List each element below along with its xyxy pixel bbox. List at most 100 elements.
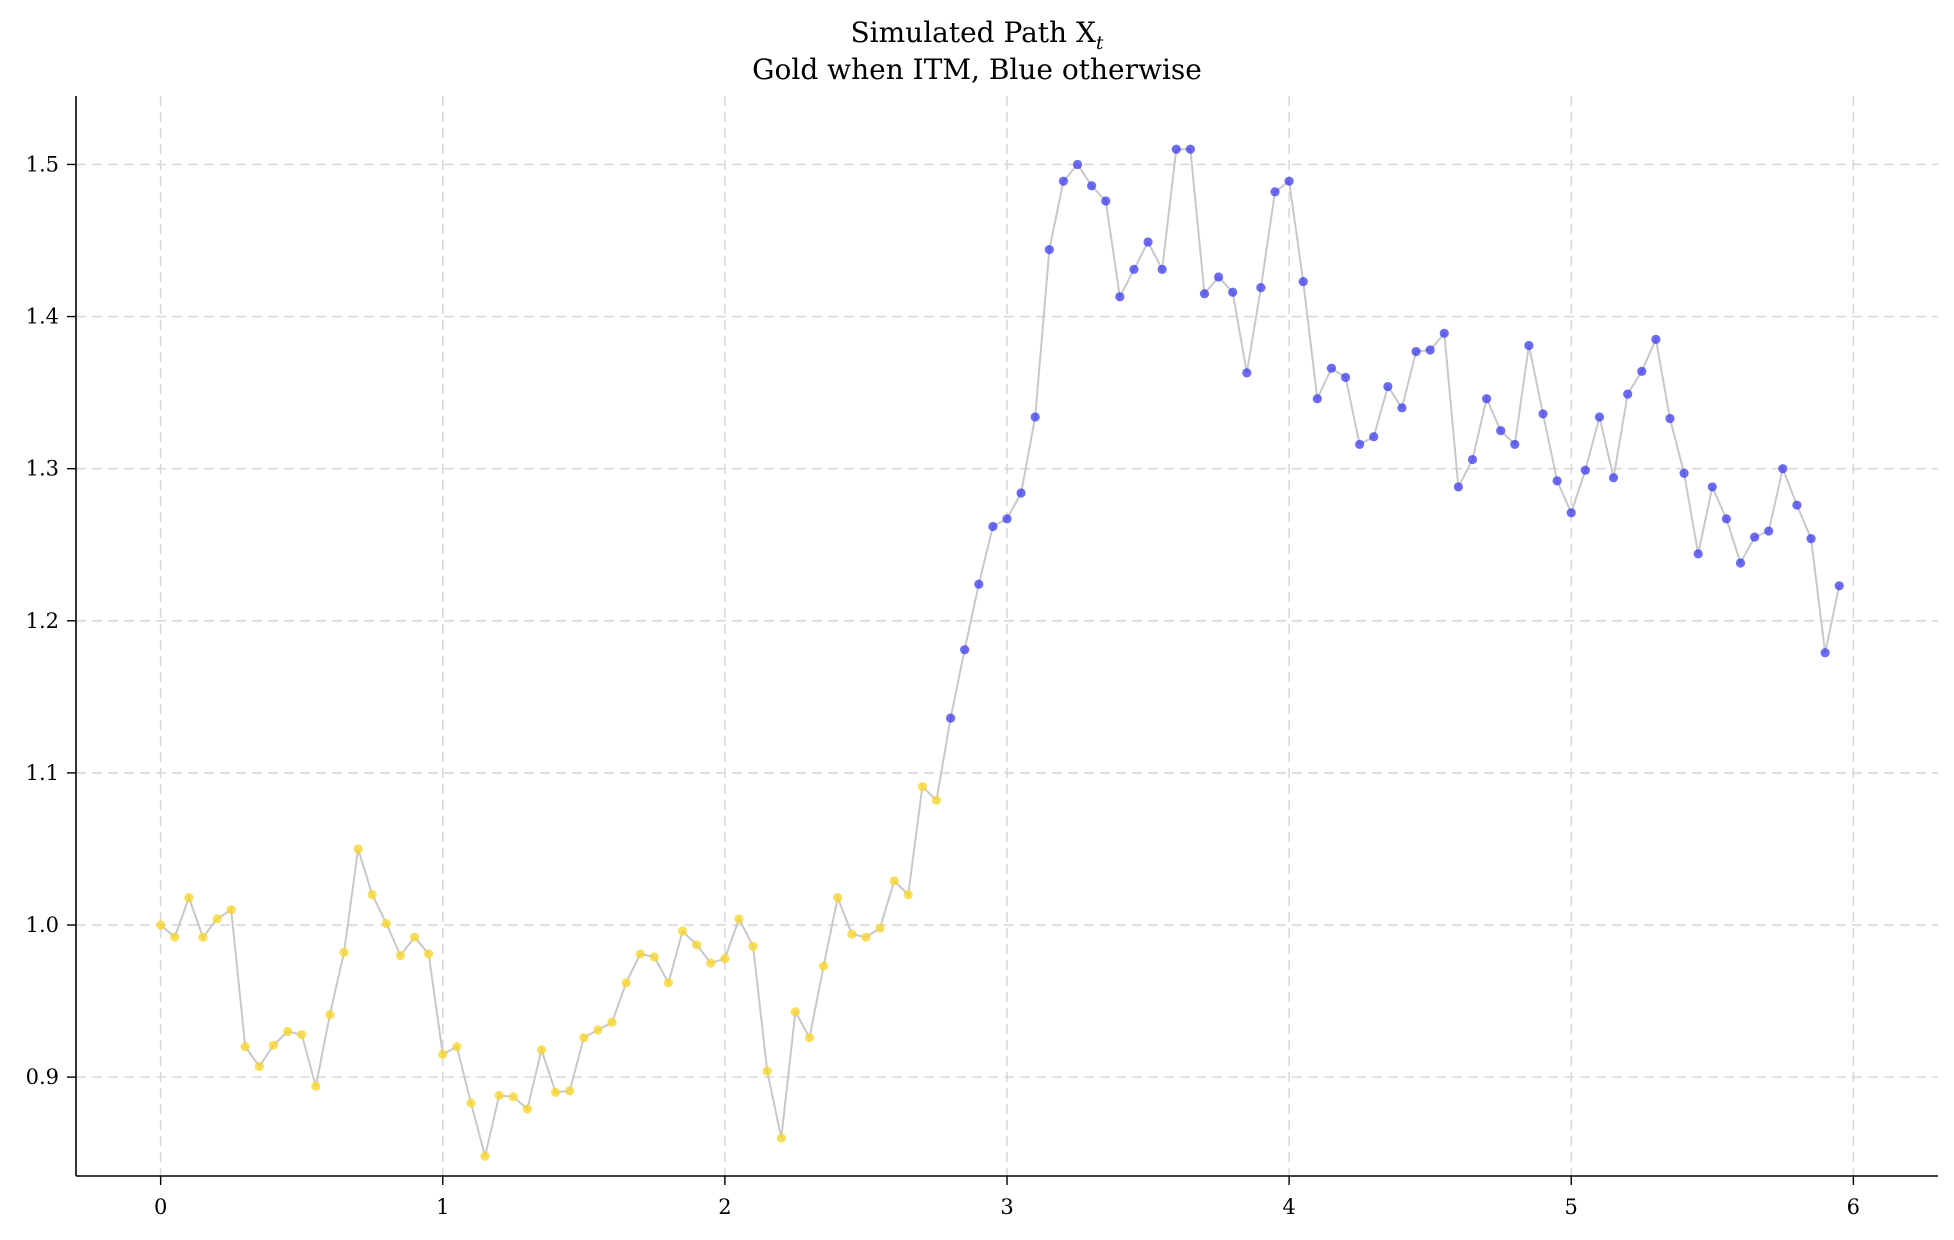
data-point-itm <box>311 1081 321 1091</box>
data-point-otm <box>1030 412 1040 422</box>
data-point-otm <box>1425 345 1435 355</box>
data-point-itm <box>508 1092 518 1102</box>
data-point-itm <box>325 1010 335 1020</box>
data-point-otm <box>1721 514 1732 524</box>
data-point-otm <box>1792 500 1802 510</box>
data-point-otm <box>1510 439 1520 449</box>
data-point-otm <box>1087 181 1097 191</box>
data-point-otm <box>1820 648 1830 658</box>
data-point-itm <box>424 949 434 959</box>
data-point-itm <box>226 905 236 915</box>
data-point-otm <box>974 579 984 589</box>
data-point-itm <box>861 932 871 942</box>
data-point-itm <box>339 947 349 957</box>
axes-layer: 0 1 2 3 4 5 6 0.9 1.0 1.1 1.2 1.3 1.4 1.5 <box>26 96 1938 1219</box>
data-point-otm <box>1002 514 1012 524</box>
data-point-otm <box>1637 366 1647 376</box>
data-point-itm <box>875 923 885 933</box>
data-point-itm <box>889 876 899 886</box>
data-point-otm <box>1439 328 1449 338</box>
data-point-otm <box>1312 394 1322 404</box>
data-point-otm <box>1397 403 1407 413</box>
data-point-otm <box>1171 144 1181 154</box>
data-point-otm <box>1693 549 1703 559</box>
points-layer <box>156 144 1844 1161</box>
data-point-itm <box>184 893 194 903</box>
data-point-otm <box>1538 409 1548 419</box>
data-point-otm <box>1707 482 1717 492</box>
data-point-itm <box>748 941 758 951</box>
y-tick-label: 0.9 <box>26 1065 59 1089</box>
data-point-itm <box>297 1029 307 1040</box>
data-point-itm <box>663 978 674 988</box>
data-point-otm <box>1778 464 1788 474</box>
data-point-otm <box>1256 283 1266 293</box>
x-tick-label: 6 <box>1847 1195 1860 1219</box>
data-point-otm <box>945 713 956 723</box>
data-point-otm <box>1355 439 1365 449</box>
data-point-itm <box>706 958 716 968</box>
data-point-itm <box>579 1032 589 1043</box>
data-point-otm <box>1453 482 1463 492</box>
data-point-otm <box>1383 381 1393 392</box>
data-point-otm <box>988 521 998 532</box>
x-tick-label: 0 <box>154 1195 167 1219</box>
data-point-otm <box>1129 264 1139 275</box>
data-point-otm <box>1199 289 1210 299</box>
data-point-otm <box>1764 526 1774 536</box>
x-tick-label: 1 <box>436 1195 449 1219</box>
data-point-itm <box>438 1049 448 1059</box>
data-point-otm <box>1496 426 1506 436</box>
data-point-itm <box>452 1042 462 1052</box>
data-point-otm <box>1566 508 1576 518</box>
data-point-otm <box>1072 159 1083 170</box>
data-point-itm <box>494 1090 504 1100</box>
data-point-otm <box>1270 187 1280 197</box>
data-point-otm <box>1213 272 1224 282</box>
data-point-otm <box>1228 287 1238 297</box>
line-layer <box>159 148 1841 1157</box>
data-point-itm <box>395 950 406 961</box>
x-tick-label: 5 <box>1565 1195 1578 1219</box>
data-point-otm <box>1806 534 1816 544</box>
data-point-otm <box>1679 468 1689 478</box>
data-point-itm <box>635 949 645 959</box>
data-point-itm <box>170 932 180 942</box>
data-point-itm <box>804 1032 815 1043</box>
data-point-itm <box>833 893 843 903</box>
data-point-otm <box>1185 144 1195 154</box>
data-point-otm <box>1369 432 1379 442</box>
data-point-otm <box>1467 454 1478 465</box>
data-point-itm <box>692 940 702 950</box>
data-point-otm <box>960 645 970 655</box>
data-point-itm <box>649 952 659 962</box>
data-point-itm <box>762 1066 772 1076</box>
data-point-otm <box>1143 237 1153 247</box>
x-tick-label: 4 <box>1282 1195 1295 1219</box>
data-point-itm <box>847 929 857 939</box>
data-point-itm <box>621 978 631 988</box>
data-point-itm <box>268 1040 279 1050</box>
data-point-itm <box>367 889 377 900</box>
data-point-otm <box>1101 196 1111 206</box>
data-point-otm <box>1651 334 1661 344</box>
y-tick-label: 1.1 <box>26 761 59 785</box>
data-point-otm <box>1284 176 1294 186</box>
data-point-otm <box>1552 476 1562 486</box>
data-point-itm <box>282 1026 293 1037</box>
data-point-otm <box>1594 412 1605 422</box>
data-point-otm <box>1665 413 1675 424</box>
data-point-itm <box>593 1025 603 1035</box>
data-point-itm <box>819 961 829 971</box>
data-point-itm <box>466 1098 476 1108</box>
data-point-otm <box>1115 292 1125 302</box>
data-point-otm <box>1482 394 1492 404</box>
chart-title-subscript: t <box>1096 32 1104 54</box>
data-point-itm <box>720 953 730 964</box>
data-point-itm <box>156 920 166 930</box>
data-point-otm <box>1580 465 1590 475</box>
data-point-otm <box>1524 340 1534 351</box>
data-point-itm <box>212 914 222 924</box>
